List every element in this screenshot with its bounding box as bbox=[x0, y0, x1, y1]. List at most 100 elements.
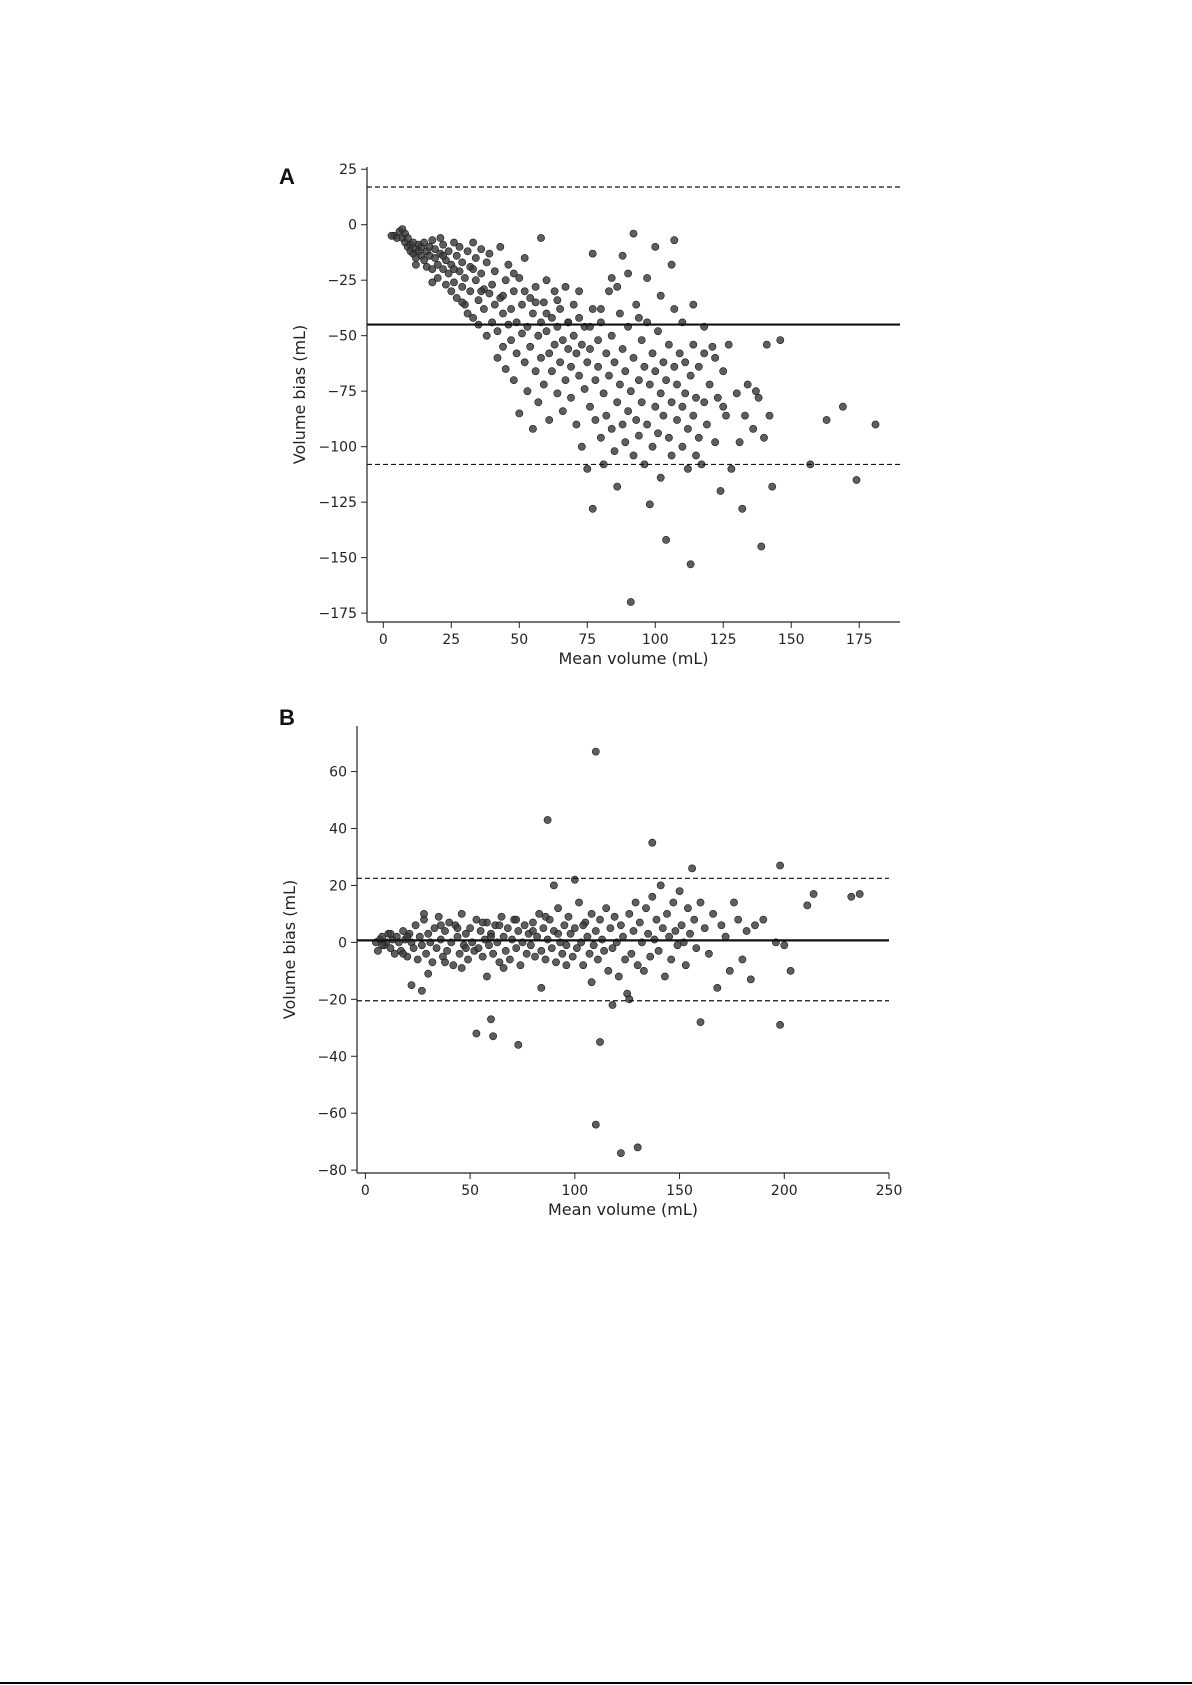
data-point bbox=[678, 402, 687, 411]
data-point bbox=[572, 349, 581, 358]
data-point bbox=[441, 958, 449, 967]
data-point bbox=[441, 280, 450, 289]
data-point bbox=[610, 358, 619, 367]
data-point bbox=[597, 433, 605, 442]
data-point bbox=[629, 229, 638, 238]
data-point bbox=[608, 1001, 617, 1009]
data-point bbox=[594, 336, 602, 344]
data-point bbox=[373, 947, 382, 955]
data-point bbox=[461, 929, 470, 938]
data-point bbox=[449, 961, 458, 970]
data-point bbox=[749, 424, 758, 433]
data-point bbox=[531, 367, 540, 376]
data-point bbox=[434, 912, 443, 921]
data-point bbox=[515, 409, 524, 418]
data-point bbox=[665, 340, 673, 349]
data-point bbox=[550, 881, 558, 890]
data-point bbox=[689, 411, 698, 420]
data-point bbox=[539, 380, 548, 389]
data-point bbox=[455, 242, 464, 251]
data-point bbox=[535, 910, 544, 918]
data-point bbox=[624, 407, 632, 415]
data-point bbox=[439, 240, 447, 249]
y-tick-label: −60 bbox=[317, 1106, 347, 1122]
data-point bbox=[482, 972, 491, 981]
data-point bbox=[822, 416, 831, 424]
data-point bbox=[490, 300, 499, 309]
data-point bbox=[637, 398, 646, 407]
x-tick-label: 100 bbox=[642, 632, 669, 648]
data-point bbox=[441, 927, 449, 935]
data-point bbox=[591, 747, 600, 756]
data-point bbox=[512, 915, 521, 924]
x-tick-label: 150 bbox=[666, 1183, 693, 1199]
data-point bbox=[667, 398, 676, 407]
data-point bbox=[719, 402, 728, 411]
data-point bbox=[610, 447, 619, 455]
data-point bbox=[413, 955, 422, 964]
data-point bbox=[499, 964, 508, 972]
data-point bbox=[463, 247, 472, 256]
data-point bbox=[458, 298, 467, 307]
data-point bbox=[700, 398, 709, 407]
data-point bbox=[591, 1120, 600, 1129]
data-point bbox=[626, 598, 635, 606]
data-point bbox=[512, 349, 521, 358]
data-point bbox=[651, 242, 660, 251]
data-point bbox=[490, 267, 499, 276]
data-point bbox=[640, 967, 648, 975]
data-point bbox=[654, 429, 662, 438]
data-point bbox=[696, 898, 705, 907]
data-point bbox=[428, 958, 437, 967]
data-point bbox=[550, 340, 559, 349]
y-axis-title: Volume bias (mL) bbox=[290, 325, 309, 464]
data-point bbox=[560, 921, 569, 930]
y-tick-label: 60 bbox=[329, 765, 347, 781]
panel-label-b: B bbox=[279, 705, 295, 730]
data-point bbox=[575, 313, 583, 322]
data-point bbox=[629, 353, 638, 362]
data-point bbox=[476, 927, 485, 935]
data-point bbox=[457, 910, 466, 918]
data-point bbox=[656, 291, 665, 300]
data-point bbox=[613, 282, 622, 291]
data-point bbox=[420, 238, 428, 247]
data-point bbox=[765, 411, 774, 420]
data-point bbox=[607, 274, 616, 282]
data-point bbox=[635, 918, 644, 927]
data-point bbox=[496, 242, 505, 251]
data-point bbox=[621, 438, 630, 447]
data-point bbox=[569, 331, 578, 340]
data-point bbox=[450, 238, 458, 247]
data-point bbox=[558, 949, 567, 958]
data-point bbox=[558, 336, 567, 344]
data-point bbox=[602, 349, 611, 358]
data-point bbox=[670, 362, 679, 371]
data-point bbox=[637, 336, 646, 344]
data-point bbox=[588, 504, 597, 513]
data-point bbox=[520, 254, 529, 262]
data-point bbox=[453, 924, 462, 932]
data-point bbox=[605, 371, 613, 380]
data-point bbox=[509, 287, 518, 296]
data-point bbox=[495, 921, 504, 930]
data-point bbox=[431, 254, 439, 262]
data-point bbox=[673, 416, 681, 424]
data-point bbox=[632, 416, 641, 424]
data-point bbox=[760, 433, 768, 442]
data-point bbox=[591, 927, 600, 935]
data-point bbox=[694, 433, 703, 442]
data-point bbox=[617, 1149, 625, 1157]
data-point bbox=[644, 929, 652, 938]
data-point bbox=[428, 265, 437, 273]
data-point bbox=[776, 861, 784, 870]
data-point bbox=[561, 376, 570, 384]
data-point bbox=[839, 402, 847, 411]
data-point bbox=[411, 260, 420, 269]
data-point bbox=[378, 941, 386, 950]
data-point bbox=[512, 944, 521, 952]
data-point bbox=[776, 336, 785, 344]
data-point bbox=[407, 981, 416, 989]
y-tick-label: 20 bbox=[329, 878, 347, 894]
data-point bbox=[594, 362, 602, 371]
